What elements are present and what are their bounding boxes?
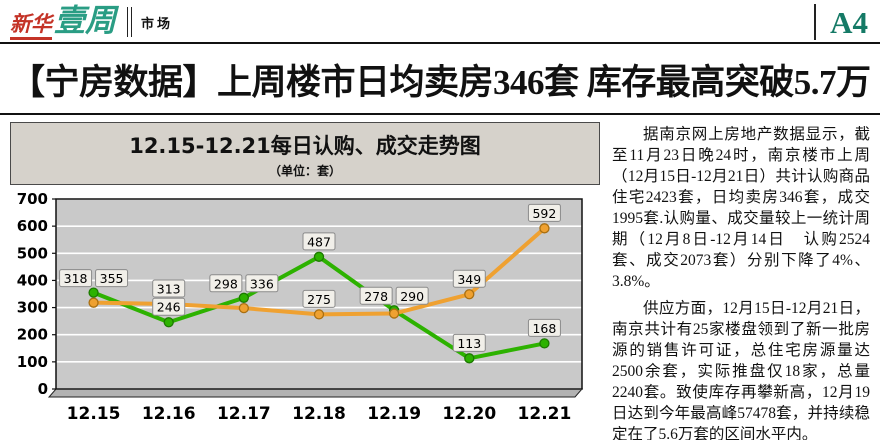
chart-title-box: 12.15-12.21每日认购、成交走势图 （单位：套） (10, 122, 600, 185)
data-point-marker (313, 309, 325, 320)
chart-title: 12.15-12.21每日认购、成交走势图 (129, 134, 481, 158)
x-axis-tick-label: 12.18 (292, 404, 346, 424)
x-axis-tick-label: 12.15 (67, 404, 121, 424)
data-label-value: 313 (157, 282, 181, 297)
y-axis-tick-label: 500 (17, 244, 48, 262)
data-label-value: 278 (364, 289, 388, 304)
data-label-value: 298 (214, 276, 238, 291)
y-axis-tick-label: 0 (38, 380, 48, 398)
data-label-value: 318 (64, 271, 88, 286)
page-number-divider (814, 4, 817, 40)
masthead-divider (127, 7, 132, 37)
data-point-marker (238, 302, 250, 314)
y-axis-tick-label: 400 (17, 271, 48, 289)
x-axis-tick-label: 12.19 (367, 404, 421, 424)
article-paragraph-2: 供应方面，12月15日-12月21日，南京共计有25家楼盘领到了新一批房源的销售… (612, 300, 870, 440)
logo-part-yizhou: 壹周 (54, 2, 116, 38)
data-label-box (245, 274, 279, 293)
y-axis-tick-label: 700 (17, 190, 48, 208)
data-label-box (302, 289, 336, 308)
headline-rule (0, 113, 880, 115)
data-label-box (452, 269, 486, 288)
y-axis-tick-label: 600 (17, 217, 48, 235)
data-point-marker (313, 251, 325, 262)
x-axis-tick-label: 12.16 (142, 404, 196, 424)
y-axis-tick-label: 200 (17, 326, 48, 344)
data-label-value: 113 (457, 336, 481, 351)
data-label-box (152, 279, 186, 298)
data-label-box (302, 232, 336, 251)
data-label-value: 290 (400, 289, 424, 304)
data-label-box (59, 269, 93, 288)
data-label-value: 246 (157, 300, 181, 315)
chart-floor-3d (47, 388, 584, 398)
data-label-value: 592 (532, 206, 556, 221)
plot-border (55, 198, 583, 390)
data-point-marker (539, 338, 550, 349)
data-label-value: 336 (250, 276, 274, 291)
data-label-value: 275 (307, 292, 331, 307)
headline: 【宁房数据】上周楼市日均卖房346套 库存最高突破5.7万 (10, 63, 871, 102)
data-point-marker (163, 317, 174, 328)
line-chart: 0 100 200 300 400 500 600 700 12.15 12.16 12.17 12.… (10, 189, 600, 438)
data-label-value: 168 (532, 321, 556, 336)
x-axis-tick-label: 12.17 (217, 404, 271, 424)
data-label-box (152, 297, 186, 316)
logo-part-xinhua: 新华 (10, 13, 52, 40)
data-label-box (527, 203, 561, 222)
data-point-marker (464, 353, 475, 364)
article-paragraph-1: 据南京网上房地产数据显示，截至11月23日晚24时，南京楼市上周（12月15日-… (612, 126, 870, 290)
data-label-box (359, 286, 393, 305)
chart-panel: 12.15-12.21每日认购、成交走势图 （单位：套） 0 100 200 300 4… (10, 122, 600, 440)
data-label-box (95, 269, 129, 288)
newspaper-logo: 新华 壹周 (10, 5, 116, 40)
chart-unit-note: （单位：套） (268, 164, 341, 178)
x-axis-tick-label: 12.21 (518, 404, 572, 424)
masthead: 新华 壹周 市场 A4 (0, 0, 880, 44)
data-label-box (452, 333, 486, 352)
y-axis-tick-label: 100 (17, 353, 48, 371)
x-axis-tick-label: 12.20 (442, 404, 496, 424)
data-point-marker (388, 308, 400, 319)
content-area: 12.15-12.21每日认购、成交走势图 （单位：套） 0 100 200 300 4… (0, 115, 880, 440)
data-label-value: 487 (307, 234, 331, 249)
trend-chart-svg: 0 100 200 300 400 500 600 700 12.15 12.16 12.17 12.… (17, 190, 584, 424)
data-label-value: 355 (100, 271, 124, 286)
data-point-marker (88, 287, 99, 298)
data-point-marker (539, 223, 550, 234)
article-text: 据南京网上房地产数据显示，截至11月23日晚24时，南京楼市上周（12月15日-… (612, 122, 870, 440)
data-label-box (527, 318, 561, 337)
page-number: A4 (830, 4, 868, 40)
data-point-marker (464, 289, 475, 300)
y-axis-tick-label: 300 (17, 299, 48, 317)
data-point-marker (238, 292, 250, 303)
section-label: 市场 (141, 15, 174, 31)
data-point-marker (88, 297, 99, 308)
data-label-box (395, 286, 429, 305)
data-label-box (209, 274, 243, 293)
data-label-value: 349 (457, 272, 481, 287)
